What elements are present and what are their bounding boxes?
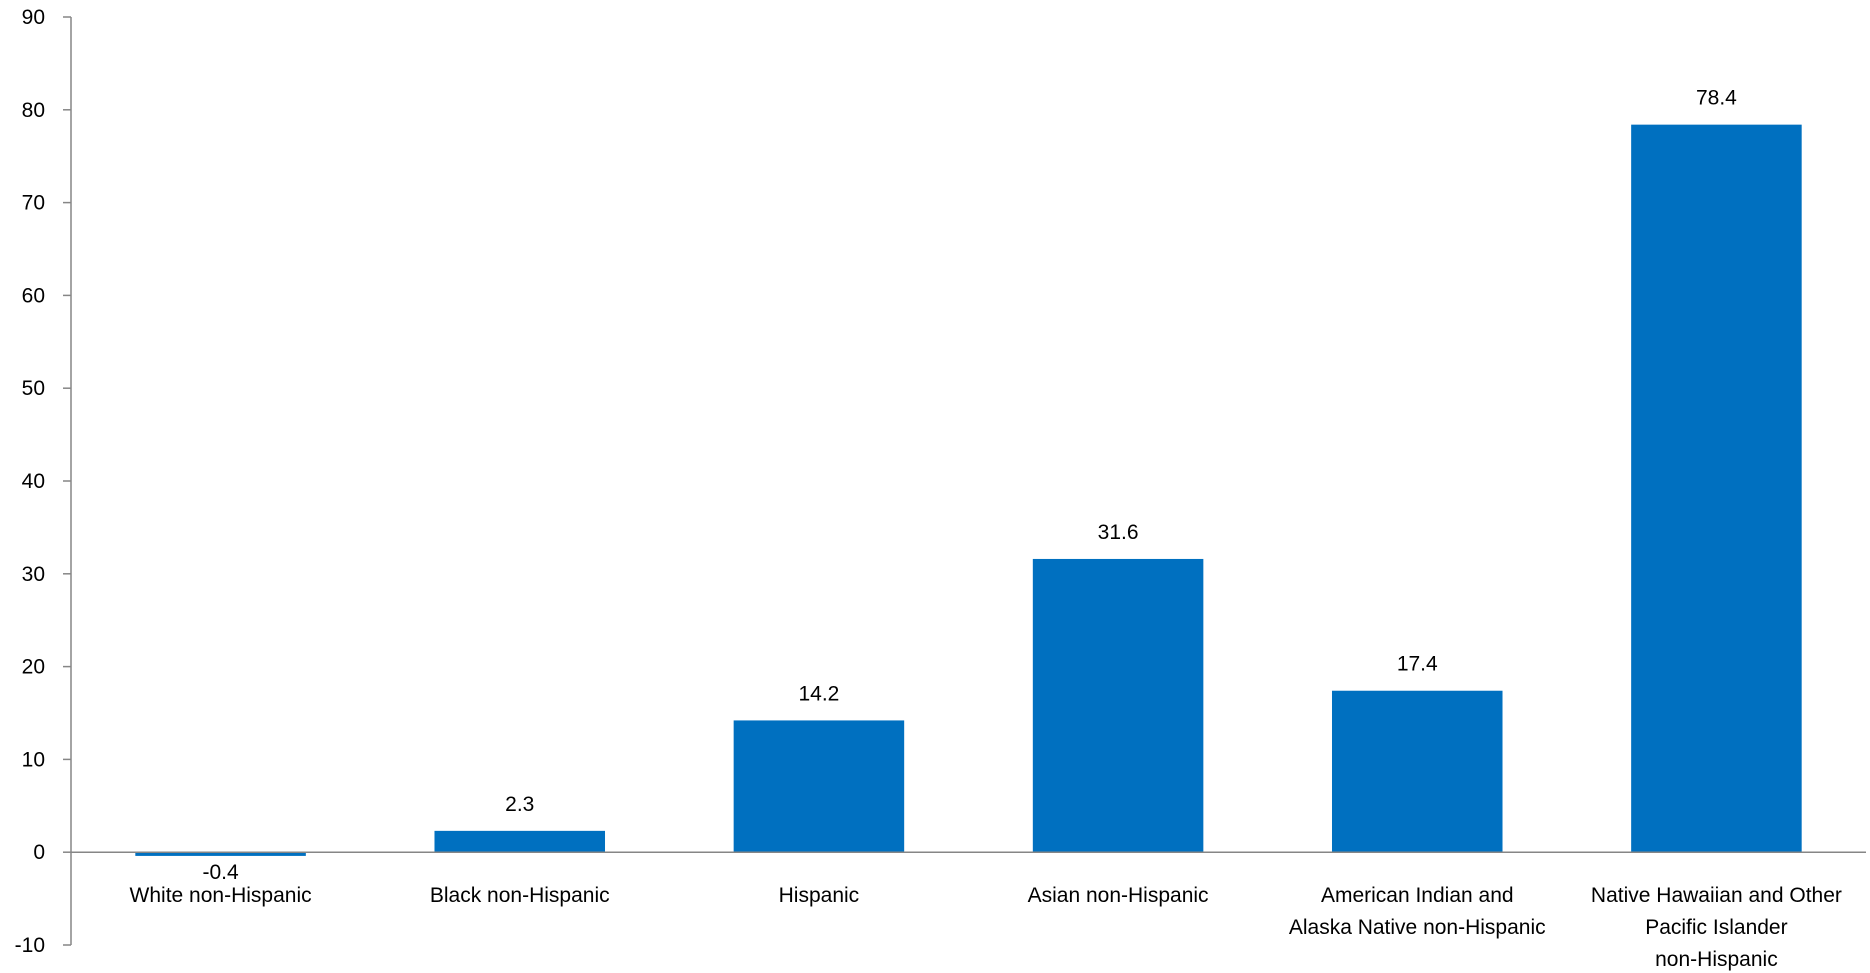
bar [434,830,606,853]
data-label: 78.4 [1696,87,1737,110]
category-label: Hispanic [779,884,860,907]
y-tick-label: 20 [22,656,45,679]
data-label: 31.6 [1098,521,1139,544]
y-tick-label: 40 [22,470,45,493]
bar [1631,124,1802,853]
y-tick-label: 30 [22,563,45,586]
y-tick-label: 60 [22,284,45,307]
y-axis-ticks: -10 0 10 20 30 40 50 60 70 80 90 [15,6,71,957]
category-label: Asian non-Hispanic [1028,884,1209,907]
data-label: -0.4 [202,861,239,884]
data-label: 17.4 [1397,653,1438,676]
y-tick-label: -10 [15,934,45,957]
category-label: Native Hawaiian and Other Pacific Islande… [1591,884,1842,971]
y-tick-label: 10 [22,748,45,771]
data-labels: -0.4 2.3 14.2 31.6 17.4 78.4 [202,87,1737,885]
y-tick-label: 90 [22,6,45,29]
data-label: 2.3 [505,793,534,816]
category-label: Black non-Hispanic [430,884,610,907]
y-tick-label: 0 [33,841,45,864]
bars [135,124,1802,856]
data-label: 14.2 [798,682,839,705]
y-tick-label: 80 [22,99,45,122]
y-tick-label: 70 [22,192,45,215]
category-label: White non-Hispanic [130,884,312,907]
category-label: American Indian and Alaska Native non-His… [1289,884,1546,939]
category-labels: White non-Hispanic Black non-Hispanic Hisp… [130,884,1842,971]
bar [1032,558,1204,853]
bar [733,720,905,853]
y-tick-label: 50 [22,377,45,400]
bar [1331,690,1503,853]
bar [135,852,306,856]
